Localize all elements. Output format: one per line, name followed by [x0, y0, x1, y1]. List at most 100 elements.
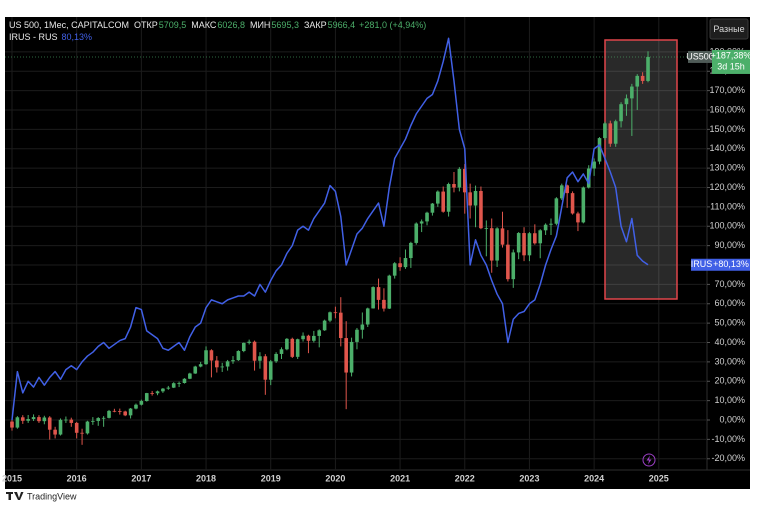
candle-body	[586, 168, 591, 188]
candle-body	[376, 287, 381, 300]
candle-body	[565, 185, 569, 194]
x-tick-label: 2020	[325, 473, 345, 483]
candle-body	[543, 224, 548, 231]
scale-button-label[interactable]: Разные	[713, 24, 744, 34]
x-tick-label: 2018	[196, 473, 216, 483]
candle-body	[47, 417, 52, 430]
candle-body	[96, 418, 101, 421]
candle-body	[112, 410, 117, 412]
candle-body	[403, 258, 408, 268]
candle-body	[182, 378, 187, 384]
candle-body	[274, 353, 278, 362]
candle-body	[26, 419, 30, 421]
candle-body	[215, 360, 219, 368]
highlight-box	[604, 39, 678, 300]
candle-body	[473, 190, 478, 206]
scale-button[interactable]	[709, 18, 749, 40]
candle-body	[392, 263, 397, 276]
candle-body	[479, 190, 483, 229]
series-name: US 500, 1Мес, CAPITALCOM	[9, 20, 129, 30]
candle-body	[511, 252, 516, 280]
x-tick-label: 2023	[519, 473, 539, 483]
candle-body	[74, 422, 79, 433]
brand-logo	[6, 492, 24, 500]
candle-body	[69, 419, 74, 423]
candle-body	[134, 404, 138, 409]
ohlc-value: 5966,4	[328, 20, 356, 30]
last-label: +187,38%	[711, 50, 752, 60]
candle-body	[338, 312, 343, 339]
candle-body	[107, 410, 111, 418]
candle-body	[161, 388, 165, 392]
legend-line: US 500, 1Мес, CAPITALCOM ОТКР5709,5 МАКС60…	[9, 20, 426, 30]
y-tick-label: -20,00%	[711, 453, 745, 463]
candle-body	[128, 408, 133, 416]
candle-body	[231, 360, 235, 362]
candle-body	[123, 411, 127, 416]
candle-body	[581, 187, 586, 223]
candle-body	[603, 123, 607, 139]
candle-body	[387, 275, 392, 309]
candle-body	[252, 341, 257, 361]
ohlc-label: ЗАКР	[304, 20, 327, 30]
candle-body	[630, 86, 634, 99]
candle-body	[64, 419, 68, 421]
ohlc-value: 6026,8	[217, 20, 245, 30]
y-tick-label: 40,00%	[714, 337, 745, 347]
candle-body	[166, 387, 171, 389]
last-label-box	[712, 49, 750, 74]
candle-body	[592, 161, 596, 169]
y-tick-label: 110,00%	[710, 201, 745, 211]
lightning-icon	[642, 453, 656, 467]
grid: -20,00% -10,00% 0,00% 10,00% 20,00% 30,00% 40,…	[2, 17, 745, 483]
last-tag: US500	[686, 51, 714, 61]
candle-body	[312, 335, 316, 341]
ohlc-label: МИН	[250, 20, 270, 30]
candle-body	[171, 383, 176, 388]
x-tick-label: 2022	[455, 473, 475, 483]
x-tick-label: 2019	[261, 473, 281, 483]
candle-body	[613, 121, 618, 144]
candle-body	[425, 212, 429, 222]
candle-body	[80, 432, 84, 434]
last-label: +80,13%	[713, 259, 749, 269]
y-tick-label: 70,00%	[714, 279, 745, 289]
candle-body	[506, 244, 510, 280]
candle-body	[241, 342, 246, 352]
countdown: 3d 15h	[717, 61, 745, 71]
ohlc-label: МАКС	[191, 20, 217, 30]
candle-body	[295, 339, 300, 357]
candle-body	[516, 233, 521, 253]
candle-body	[15, 417, 20, 428]
candle-body	[220, 366, 225, 368]
candle-body	[344, 338, 348, 373]
candle-body	[382, 299, 386, 309]
candle-body	[209, 350, 214, 361]
candle-body	[285, 338, 289, 350]
candle-body	[193, 366, 198, 374]
candle-body	[452, 184, 456, 188]
x-tick-label: 2015	[2, 473, 22, 483]
candle-body	[371, 287, 375, 309]
y-tick-label: 170,00%	[709, 85, 745, 95]
y-tick-label: 100,00%	[709, 221, 745, 231]
candle-body	[290, 338, 295, 357]
candle-body	[500, 228, 505, 245]
series-name: IRUS - RUS	[9, 32, 58, 42]
candle-body	[155, 391, 160, 394]
x-tick-label: 2021	[390, 473, 410, 483]
line-series	[11, 37, 649, 421]
candle-body	[328, 312, 332, 321]
candle-body	[10, 421, 14, 428]
candle-body	[576, 213, 580, 223]
candle-body	[365, 308, 370, 325]
candle-body	[462, 168, 467, 193]
candle-body	[37, 417, 41, 422]
candle-body	[236, 351, 241, 361]
candle-body	[624, 98, 629, 105]
candle-body	[549, 223, 553, 225]
candle-body	[446, 184, 451, 212]
candle-body	[349, 341, 354, 373]
candle-body	[279, 349, 284, 354]
